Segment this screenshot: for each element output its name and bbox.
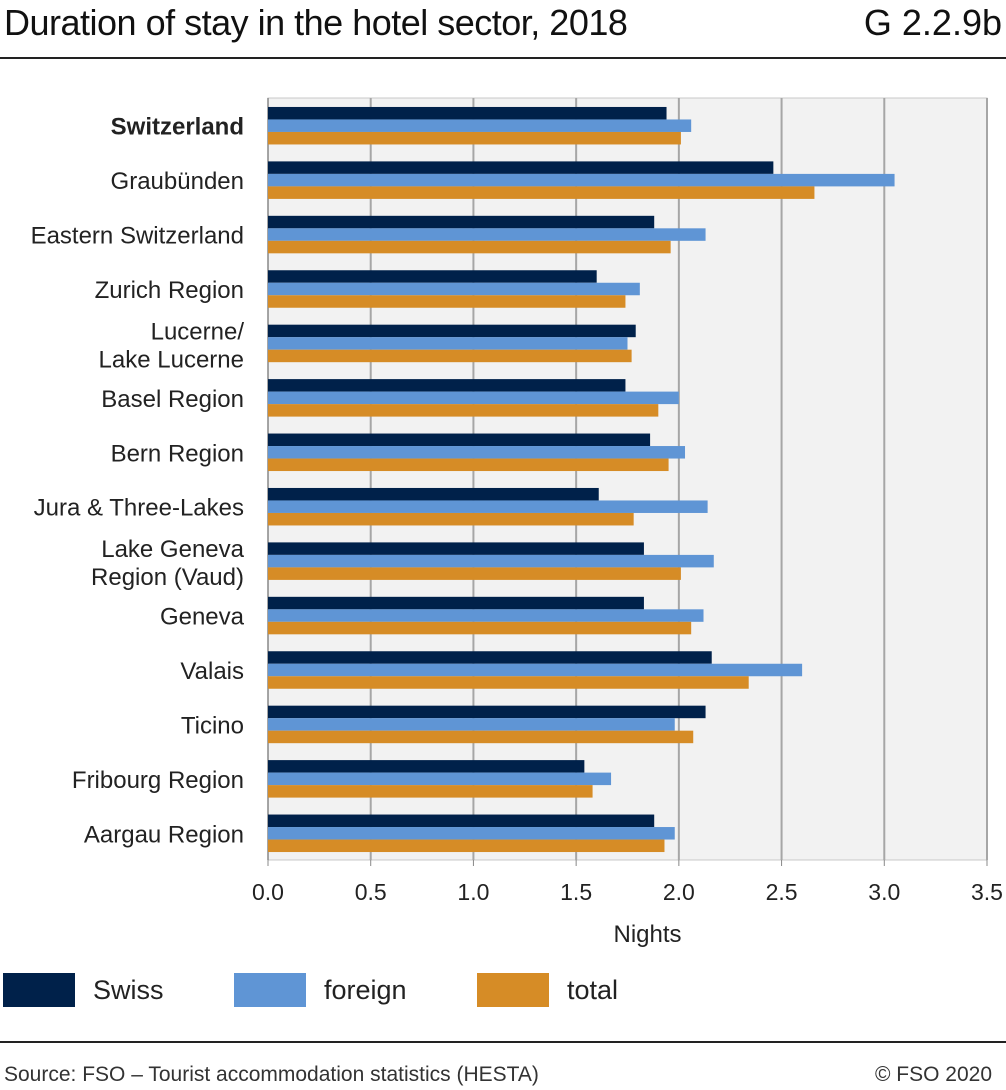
chart-code: G 2.2.9b	[863, 2, 1002, 43]
bar-foreign	[268, 446, 686, 459]
bar-foreign	[268, 119, 692, 132]
bar-foreign	[268, 554, 714, 568]
bar-swiss	[268, 487, 599, 501]
x-tick-label: 3.0	[868, 879, 900, 905]
bar-foreign	[268, 500, 708, 513]
bar-swiss	[268, 705, 706, 719]
x-tick-label: 2.5	[766, 879, 798, 905]
bar-foreign	[268, 337, 628, 350]
bar-swiss	[268, 651, 712, 664]
category-label: Fribourg Region	[72, 767, 244, 794]
bar-total	[268, 240, 671, 254]
category-label: Geneva	[160, 604, 245, 631]
bar-total	[268, 186, 815, 199]
x-tick-label: 0.5	[355, 879, 387, 905]
bar-total	[268, 349, 632, 363]
category-label: Jura & Three-Lakes	[34, 495, 244, 522]
bar-total	[268, 785, 593, 798]
bar-chart: 0.0 0.5 1.0 1.5 2.0 2.5 3.0 3.5 Nights Switzerlan…	[31, 97, 1003, 948]
bar-total	[268, 404, 659, 417]
bar-foreign	[268, 282, 640, 296]
x-tick-label: 0.0	[252, 879, 284, 905]
bar-foreign	[268, 827, 675, 840]
x-tick-label: 3.5	[971, 879, 1003, 905]
legend-swatch-total	[477, 973, 549, 1007]
legend-label: foreign	[324, 974, 407, 1005]
bar-swiss	[268, 215, 655, 229]
copyright: © FSO 2020	[874, 1063, 992, 1086]
legend-swatch-foreign	[234, 973, 306, 1007]
category-label: Lake Geneva Region (Vaud)	[91, 536, 245, 591]
category-label: Aargau Region	[84, 821, 244, 848]
bar-swiss	[268, 270, 597, 283]
bar-foreign	[268, 173, 895, 187]
legend-foreign: foreign	[234, 973, 407, 1007]
bar-foreign	[268, 228, 706, 241]
x-tick-label: 2.0	[663, 879, 695, 905]
category-label: Lucerne/Lake Lucerne	[99, 318, 245, 373]
source-note: Source: FSO – Tourist accommodation stat…	[4, 1063, 539, 1086]
category-label: Ticino	[181, 712, 244, 739]
x-axis-label: Nights	[613, 921, 681, 948]
bar-total	[268, 730, 694, 744]
plot-area	[267, 97, 988, 861]
bar-swiss	[268, 542, 644, 555]
category-label: Zurich Region	[95, 277, 244, 304]
legend-total: total	[477, 973, 618, 1007]
bar-swiss	[268, 760, 585, 773]
bar-total	[268, 131, 681, 145]
legend-swiss: Swiss	[3, 973, 164, 1007]
bar-total	[268, 676, 749, 689]
bar-swiss	[268, 814, 655, 828]
bar-foreign	[268, 718, 675, 731]
category-label: Eastern Switzerland	[31, 223, 244, 250]
top-rule	[0, 57, 1006, 59]
bar-total	[268, 839, 665, 853]
bar-swiss	[268, 433, 651, 447]
chart-title: Duration of stay in the hotel sector, 20…	[4, 2, 628, 43]
bar-swiss	[268, 106, 667, 120]
category-label: Valais	[180, 658, 244, 685]
bar-foreign	[268, 663, 803, 677]
x-tick-label: 1.0	[457, 879, 489, 905]
category-label: Graubünden	[111, 168, 244, 195]
legend-label: total	[567, 974, 619, 1005]
bar-swiss	[268, 379, 626, 392]
bar-total	[268, 458, 669, 472]
bar-foreign	[268, 772, 612, 786]
bar-swiss	[268, 324, 636, 338]
legend-label: Swiss	[93, 974, 164, 1005]
bar-foreign	[268, 609, 704, 622]
bar-total	[268, 567, 681, 580]
bar-total	[268, 621, 692, 635]
bar-total	[268, 295, 626, 308]
category-label: Bern Region	[111, 440, 244, 467]
bar-swiss	[268, 161, 774, 174]
x-tick-label: 1.5	[560, 879, 592, 905]
category-label: Basel Region	[101, 386, 244, 413]
bar-foreign	[268, 391, 679, 405]
legend-swatch-swiss	[3, 973, 75, 1007]
bottom-rule	[0, 1041, 1006, 1043]
bar-swiss	[268, 596, 644, 610]
bar-total	[268, 512, 634, 526]
category-label: Switzerland	[111, 114, 244, 141]
